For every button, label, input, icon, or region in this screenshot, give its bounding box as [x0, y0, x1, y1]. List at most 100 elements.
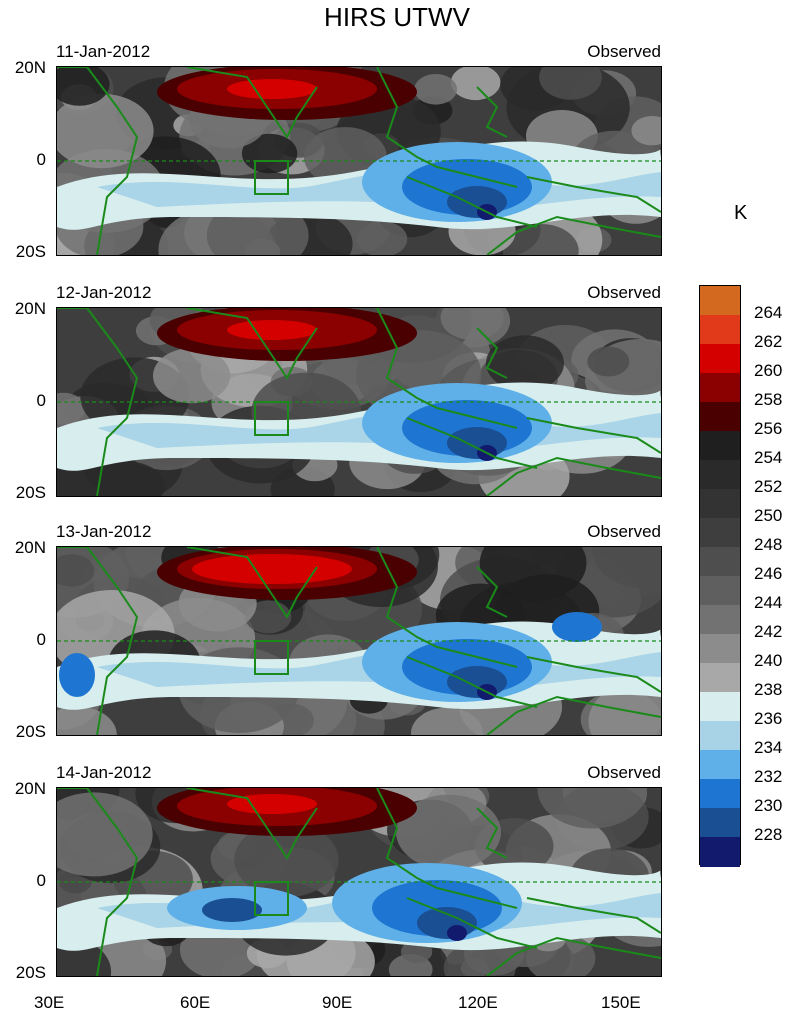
- field-patch-gray: [95, 462, 165, 496]
- colorbar-cell: [700, 808, 740, 838]
- field-patch-gray: [414, 74, 458, 105]
- field-patch-blue: [59, 653, 95, 697]
- colorbar: [699, 285, 741, 867]
- colorbar-label: 256: [754, 419, 783, 438]
- colorbar-unit: K: [734, 202, 748, 224]
- coastline-newguinea: [526, 176, 661, 213]
- field-patch-gray: [57, 554, 95, 587]
- field-patch-blue: [447, 427, 507, 459]
- colorbar-cell: [700, 315, 740, 345]
- colorbar-cell: [700, 663, 740, 693]
- map-panel-11: [56, 66, 662, 256]
- colorbar-label: 264: [754, 303, 783, 322]
- field-patch-blue: [447, 666, 507, 698]
- colorbar-cell: [700, 634, 740, 664]
- colorbar-label: 228: [754, 825, 783, 844]
- colorbar-label: 238: [754, 680, 783, 699]
- field-patch-red: [192, 554, 352, 584]
- panel-date-14: 14-Jan-2012: [56, 763, 152, 782]
- coastline-australia: [486, 456, 661, 496]
- field-patch-gray: [57, 706, 117, 735]
- field-patch-gray: [440, 308, 504, 340]
- colorbar-cell: [700, 576, 740, 606]
- lat-label-20n: 20N: [14, 58, 46, 77]
- panel-date-11: 11-Jan-2012: [56, 42, 151, 61]
- colorbar-label: 230: [754, 796, 783, 815]
- field-patch-red: [227, 320, 317, 340]
- coastline-seasia: [376, 788, 518, 909]
- lon-label-150e: 150E: [601, 993, 641, 1012]
- colorbar-label: 262: [754, 332, 783, 351]
- field-patch-gray: [234, 822, 339, 898]
- map-panel-14: [56, 787, 662, 977]
- field-patch-blue: [447, 925, 467, 941]
- panel-date-12: 12-Jan-2012: [56, 283, 152, 302]
- colorbar-label: 250: [754, 506, 783, 525]
- colorbar-cell: [700, 605, 740, 635]
- analysis-box: [254, 401, 289, 436]
- field-patch-blue: [202, 898, 262, 922]
- panel-date-13: 13-Jan-2012: [56, 522, 152, 541]
- colorbar-label: 232: [754, 767, 783, 786]
- colorbar-cell: [700, 750, 740, 780]
- field-patch-gray: [479, 547, 587, 602]
- coastline-indonesia: [406, 897, 538, 949]
- colorbar-label: 252: [754, 477, 783, 496]
- coastline-philippines: [476, 566, 508, 618]
- coastline-newguinea: [526, 417, 661, 454]
- field-patch-gray: [411, 707, 483, 735]
- colorbar-label: 234: [754, 738, 783, 757]
- coastline-india: [186, 67, 318, 139]
- lon-label-120e: 120E: [458, 993, 498, 1012]
- lat-label-20s: 20S: [15, 722, 46, 741]
- field-patch-gray: [357, 221, 408, 255]
- lat-label-20s: 20S: [15, 963, 46, 982]
- field-patch-gray: [153, 348, 231, 404]
- colorbar-label: 248: [754, 535, 783, 554]
- coastline-philippines: [476, 86, 508, 138]
- lat-label-20s: 20S: [15, 483, 46, 502]
- field-patch-gray: [57, 67, 110, 106]
- lat-label-equator: 0: [36, 871, 46, 890]
- field-patch-gray: [245, 600, 292, 634]
- coastline-africa: [57, 308, 139, 496]
- map-panel-13: [56, 546, 662, 736]
- colorbar-cell: [700, 286, 740, 316]
- colorbar-cell: [700, 344, 740, 374]
- analysis-box: [254, 640, 289, 675]
- coastline-seasia: [376, 67, 518, 188]
- coastline-india: [186, 547, 318, 619]
- field-patch-gray: [450, 67, 501, 101]
- lat-label-20n: 20N: [14, 538, 46, 557]
- colorbar-label: 236: [754, 709, 783, 728]
- coastline-philippines: [476, 327, 508, 379]
- map-panel-12: [56, 307, 662, 497]
- lon-label-90e: 90E: [322, 993, 353, 1012]
- coastline-indonesia: [406, 417, 538, 469]
- field-patch-gray: [539, 67, 602, 100]
- field-patch-gray: [502, 224, 579, 255]
- lat-label-equator: 0: [36, 630, 46, 649]
- figure-title: HIRS UTWV: [324, 2, 470, 32]
- colorbar-label: 244: [754, 593, 783, 612]
- panel-tag-13: Observed: [587, 522, 661, 541]
- field-patch-gray: [587, 346, 630, 377]
- colorbar-label: 242: [754, 622, 783, 641]
- coastline-africa: [57, 67, 139, 255]
- colorbar-cell: [700, 431, 740, 461]
- field-patch-gray: [396, 794, 501, 870]
- field-patch-blue: [552, 612, 602, 642]
- lat-label-20s: 20S: [15, 242, 46, 261]
- colorbar-cell: [700, 692, 740, 722]
- coastline-africa: [57, 547, 139, 735]
- coastline-newguinea: [526, 897, 661, 934]
- colorbar-cell: [700, 518, 740, 548]
- field-patch-gray: [631, 116, 661, 146]
- coastline-indonesia: [406, 656, 538, 708]
- lat-label-equator: 0: [36, 150, 46, 169]
- colorbar-label: 246: [754, 564, 783, 583]
- analysis-box: [254, 160, 289, 195]
- colorbar-cell: [700, 721, 740, 751]
- colorbar-cell: [700, 489, 740, 519]
- coastline-indonesia: [406, 176, 538, 228]
